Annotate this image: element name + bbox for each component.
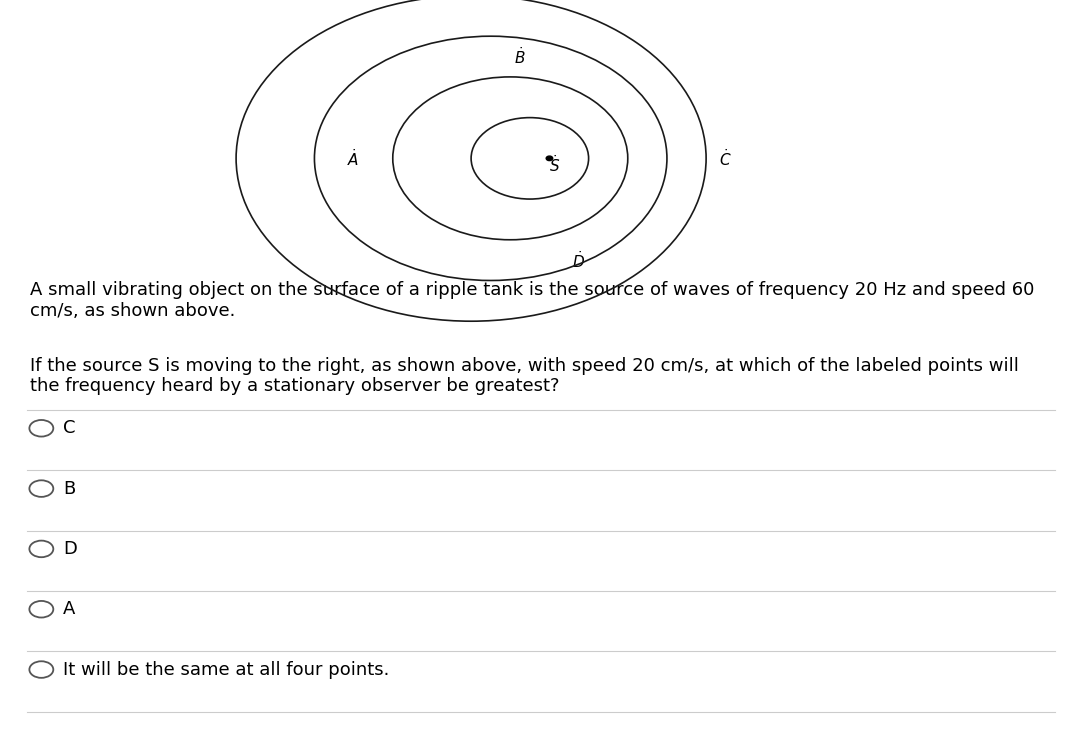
Text: cm/s, as shown above.: cm/s, as shown above. bbox=[30, 302, 236, 320]
Text: A small vibrating object on the surface of a ripple tank is the source of waves : A small vibrating object on the surface … bbox=[30, 281, 1035, 299]
Text: the frequency heard by a stationary observer be greatest?: the frequency heard by a stationary obse… bbox=[30, 377, 560, 395]
Text: $\dot{A}$: $\dot{A}$ bbox=[347, 148, 360, 169]
Text: If the source S is moving to the right, as shown above, with speed 20 cm/s, at w: If the source S is moving to the right, … bbox=[30, 357, 1019, 375]
Text: $\dot{S}$: $\dot{S}$ bbox=[549, 154, 560, 175]
Text: It will be the same at all four points.: It will be the same at all four points. bbox=[63, 661, 390, 679]
Text: D: D bbox=[63, 540, 77, 558]
Text: B: B bbox=[63, 480, 75, 498]
Text: $\dot{C}$: $\dot{C}$ bbox=[719, 148, 732, 169]
Text: $\dot{D}$: $\dot{D}$ bbox=[572, 250, 585, 271]
Text: C: C bbox=[63, 419, 75, 437]
Text: $\dot{B}$: $\dot{B}$ bbox=[515, 46, 526, 67]
Text: A: A bbox=[63, 600, 75, 618]
